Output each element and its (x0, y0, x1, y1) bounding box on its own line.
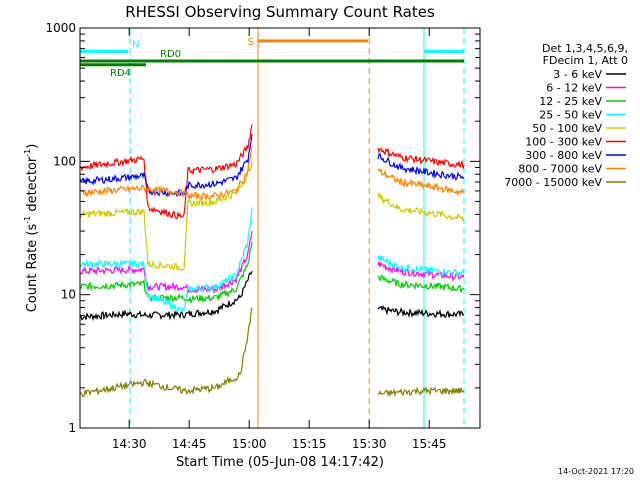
legend-label-0: 3 - 6 keV (553, 68, 602, 81)
y-label-sup-1: -1 (23, 216, 32, 224)
legend: Det 1,3,4,5,6,9, FDecim 1, Att 0 3 - 6 k… (504, 42, 628, 189)
x-tick-label-5: 15:45 (412, 437, 447, 451)
series-line-6-seg-1 (377, 152, 465, 182)
vertical-markers (79, 28, 465, 428)
legend-label-3: 25 - 50 keV (539, 109, 602, 122)
legend-label-7: 800 - 7000 keV (518, 163, 602, 176)
series-line-5-seg-1 (377, 147, 465, 169)
series-line-6-seg-0 (79, 134, 253, 198)
series-line-8-seg-1 (377, 386, 465, 398)
y-label-part-3: ) (25, 144, 40, 149)
x-tick-label-2: 15:00 (232, 437, 267, 451)
flag-lines: N RD0 RD4 S (80, 37, 464, 79)
series-line-2-seg-0 (79, 241, 253, 304)
legend-label-5: 100 - 300 keV (525, 136, 602, 149)
x-tick-label-3: 15:15 (292, 437, 327, 451)
series-line-1-seg-1 (377, 260, 465, 282)
flag-label-RD4: RD4 (110, 68, 131, 79)
series-line-1-seg-0 (79, 231, 253, 295)
x-tick-label-4: 15:30 (352, 437, 387, 451)
legend-label-6: 300 - 800 keV (525, 149, 602, 162)
x-tick-label-1: 14:45 (172, 437, 207, 451)
y-label-part-2: detector (25, 156, 40, 216)
y-tick-label-3: 1000 (45, 21, 76, 35)
series-line-8-seg-0 (79, 307, 253, 398)
series-lines (79, 124, 465, 398)
y-axis-ticks: 1 10 100 1000 (45, 21, 480, 435)
series-line-4-seg-1 (377, 191, 465, 222)
series-line-4-seg-0 (79, 161, 253, 272)
series-line-3-seg-1 (377, 254, 465, 278)
series-line-7-seg-0 (79, 145, 253, 201)
series-line-0-seg-0 (79, 270, 253, 322)
flag-label-S: S (248, 37, 254, 48)
series-line-7-seg-1 (377, 168, 465, 197)
flag-label-N: N (132, 39, 139, 50)
legend-label-1: 6 - 12 keV (546, 82, 602, 95)
y-tick-label-2: 100 (53, 154, 76, 168)
legend-label-2: 12 - 25 keV (539, 95, 602, 108)
x-tick-label-0: 14:30 (112, 437, 147, 451)
y-label-part-1: Count Rate (s (25, 224, 40, 313)
series-line-5-seg-0 (79, 124, 253, 220)
chart-title: RHESSI Observing Summary Count Rates (125, 3, 435, 21)
flag-label-RD0: RD0 (160, 49, 181, 60)
plot-frame (79, 27, 481, 429)
legend-header-2: FDecim 1, Att 0 (543, 54, 628, 67)
legend-label-4: 50 - 100 keV (532, 122, 602, 135)
y-axis-label: Count Rate (s-1 detector-1) (23, 144, 40, 313)
y-label-sup-2: -1 (23, 149, 32, 157)
x-axis-label: Start Time (05-Jun-08 14:17:42) (176, 455, 384, 470)
series-line-2-seg-1 (377, 274, 465, 293)
y-tick-label-1: 10 (61, 288, 76, 302)
legend-header-1: Det 1,3,4,5,6,9, (542, 42, 628, 55)
y-tick-label-0: 1 (68, 421, 76, 435)
legend-label-8: 7000 - 15000 keV (504, 176, 602, 189)
series-line-0-seg-1 (377, 304, 465, 319)
series-line-3-seg-0 (79, 207, 253, 314)
x-axis-ticks: 14:30 14:45 15:00 15:15 15:30 15:45 (112, 28, 447, 451)
footer-timestamp: 14-Oct-2021 17:20 (558, 467, 634, 476)
